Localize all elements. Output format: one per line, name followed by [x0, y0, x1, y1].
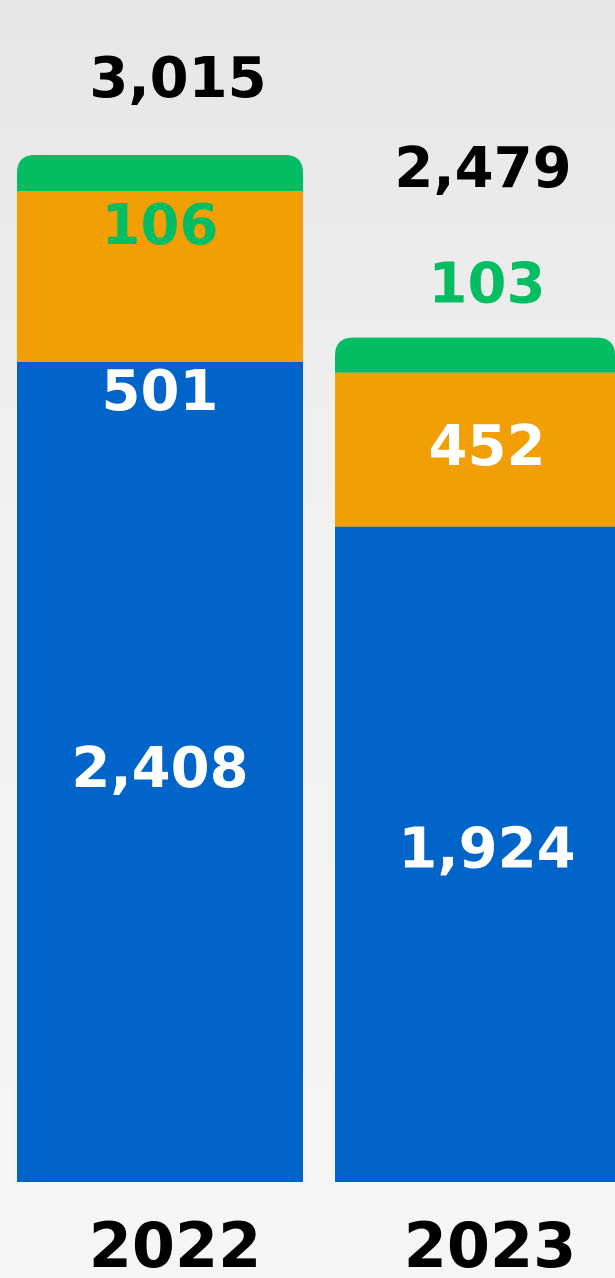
value-label: 501	[102, 359, 219, 424]
value-label: 106	[102, 193, 219, 258]
x-tick-label: 2022	[89, 1209, 262, 1278]
bar-segment	[335, 526, 615, 1182]
x-tick-label: 2023	[404, 1209, 577, 1278]
value-label: 2,408	[71, 736, 248, 801]
bar-segment	[17, 191, 303, 362]
value-label: 452	[429, 414, 546, 479]
total-label: 2,479	[394, 136, 571, 201]
bar-segment	[17, 361, 303, 1182]
bar-segment	[17, 155, 303, 192]
value-label: 103	[429, 252, 546, 317]
value-label: 1,924	[398, 816, 575, 881]
bar-segment	[335, 372, 615, 527]
bar-segment	[335, 337, 615, 373]
total-label: 3,015	[89, 46, 266, 111]
